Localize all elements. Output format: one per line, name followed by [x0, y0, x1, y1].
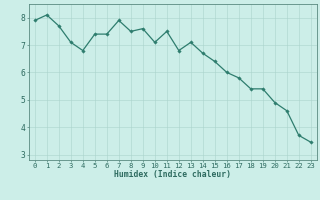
X-axis label: Humidex (Indice chaleur): Humidex (Indice chaleur)	[114, 170, 231, 179]
